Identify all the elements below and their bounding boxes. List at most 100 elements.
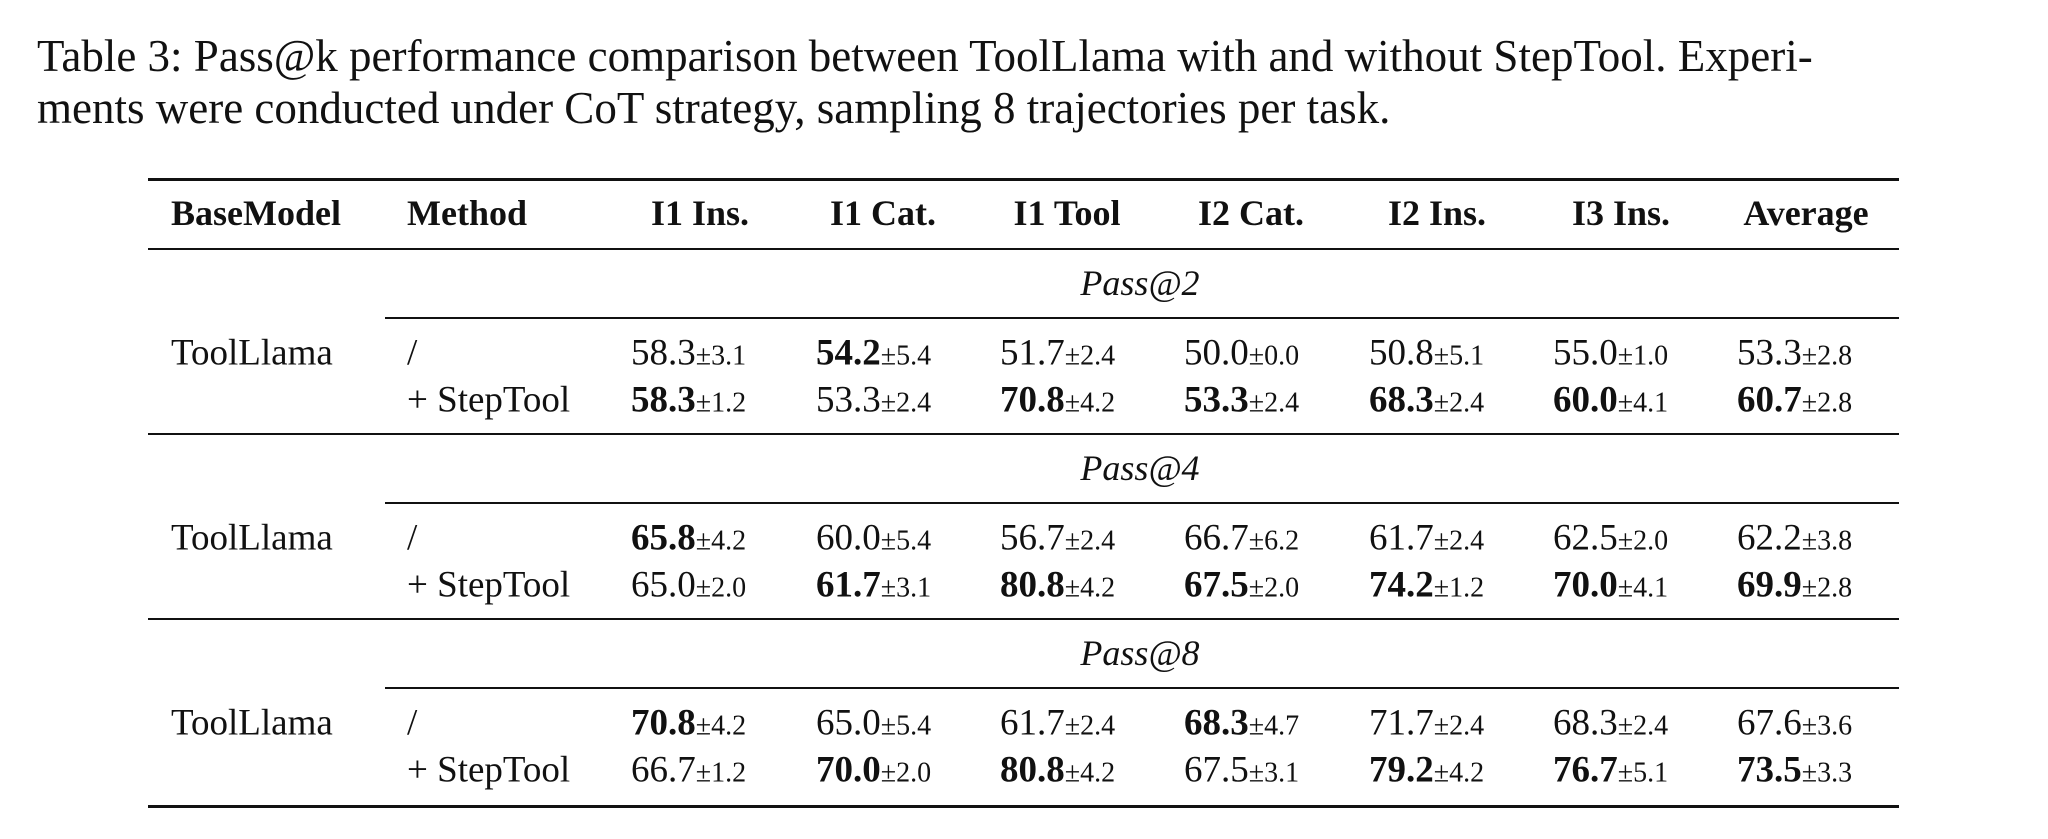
score-value: 50.0 bbox=[1184, 332, 1249, 374]
score-cell: 67.5±3.1 bbox=[1184, 752, 1299, 789]
score-value: 69.9 bbox=[1737, 564, 1802, 606]
score-std: ±3.3 bbox=[1801, 757, 1853, 789]
score-cell: 67.6±3.6 bbox=[1737, 705, 1852, 742]
score-cell: 60.0±4.1 bbox=[1553, 382, 1668, 419]
column-header: I2 Ins. bbox=[1387, 193, 1487, 233]
score-cell: 50.0±0.0 bbox=[1184, 335, 1299, 372]
score-cell: 51.7±2.4 bbox=[1000, 335, 1115, 372]
score-std: ±1.0 bbox=[1617, 340, 1669, 372]
score-value: 61.7 bbox=[1000, 702, 1065, 744]
score-value: 65.8 bbox=[631, 517, 696, 559]
score-std: ±4.2 bbox=[1064, 757, 1116, 789]
score-std: ±2.4 bbox=[880, 387, 932, 419]
section-title: Pass@2 bbox=[1080, 263, 1200, 303]
score-std: ±1.2 bbox=[695, 387, 747, 419]
score-cell: 61.7±2.4 bbox=[1000, 705, 1115, 742]
score-value: 60.7 bbox=[1737, 379, 1802, 421]
score-cell: 68.3±2.4 bbox=[1369, 382, 1484, 419]
score-value: 68.3 bbox=[1184, 702, 1249, 744]
score-cell: 70.0±2.0 bbox=[816, 752, 931, 789]
score-value: 53.3 bbox=[1737, 332, 1802, 374]
score-cell: 61.7±3.1 bbox=[816, 567, 931, 604]
score-std: ±4.2 bbox=[1064, 387, 1116, 419]
score-std: ±3.6 bbox=[1801, 710, 1853, 742]
table-rule bbox=[385, 687, 1899, 689]
score-cell: 65.0±2.0 bbox=[631, 567, 746, 604]
base-model: ToolLlama bbox=[171, 702, 333, 744]
score-std: ±5.4 bbox=[880, 710, 932, 742]
score-std: ±4.1 bbox=[1617, 387, 1669, 419]
score-value: 58.3 bbox=[631, 332, 696, 374]
score-value: 65.0 bbox=[631, 564, 696, 606]
column-header: I1 Cat. bbox=[830, 193, 936, 233]
method: / bbox=[407, 332, 418, 374]
caption-line: Table 3: Pass@k performance comparison b… bbox=[37, 31, 1813, 81]
score-cell: 65.0±5.4 bbox=[816, 705, 931, 742]
score-cell: 71.7±2.4 bbox=[1369, 705, 1484, 742]
score-value: 54.2 bbox=[816, 332, 881, 374]
score-std: ±3.8 bbox=[1801, 525, 1853, 557]
score-cell: 69.9±2.8 bbox=[1737, 567, 1852, 604]
score-cell: 76.7±5.1 bbox=[1553, 752, 1668, 789]
score-value: 80.8 bbox=[1000, 749, 1065, 791]
score-std: ±4.2 bbox=[1433, 757, 1485, 789]
table-rule bbox=[148, 433, 1899, 435]
score-value: 50.8 bbox=[1369, 332, 1434, 374]
score-value: 66.7 bbox=[1184, 517, 1249, 559]
score-value: 74.2 bbox=[1369, 564, 1434, 606]
column-header: I3 Ins. bbox=[1571, 193, 1671, 233]
score-cell: 79.2±4.2 bbox=[1369, 752, 1484, 789]
score-cell: 67.5±2.0 bbox=[1184, 567, 1299, 604]
score-value: 67.5 bbox=[1184, 564, 1249, 606]
score-cell: 73.5±3.3 bbox=[1737, 752, 1852, 789]
score-std: ±6.2 bbox=[1248, 525, 1300, 557]
score-value: 66.7 bbox=[631, 749, 696, 791]
score-value: 68.3 bbox=[1369, 379, 1434, 421]
score-cell: 55.0±1.0 bbox=[1553, 335, 1668, 372]
caption-line: ments were conducted under CoT strategy,… bbox=[37, 83, 1391, 133]
score-value: 70.8 bbox=[631, 702, 696, 744]
score-value: 58.3 bbox=[631, 379, 696, 421]
column-header: I1 Ins. bbox=[650, 193, 750, 233]
base-model: ToolLlama bbox=[171, 332, 333, 374]
score-std: ±2.4 bbox=[1248, 387, 1300, 419]
score-cell: 54.2±5.4 bbox=[816, 335, 931, 372]
score-std: ±2.4 bbox=[1433, 387, 1485, 419]
score-cell: 68.3±2.4 bbox=[1553, 705, 1668, 742]
table-rule bbox=[148, 805, 1899, 808]
score-std: ±4.1 bbox=[1617, 572, 1669, 604]
score-std: ±2.0 bbox=[880, 757, 932, 789]
score-cell: 58.3±1.2 bbox=[631, 382, 746, 419]
score-cell: 62.2±3.8 bbox=[1737, 520, 1852, 557]
score-cell: 70.0±4.1 bbox=[1553, 567, 1668, 604]
score-std: ±5.1 bbox=[1433, 340, 1485, 372]
score-value: 53.3 bbox=[816, 379, 881, 421]
score-std: ±2.4 bbox=[1064, 525, 1116, 557]
score-value: 61.7 bbox=[816, 564, 881, 606]
score-std: ±2.4 bbox=[1064, 710, 1116, 742]
score-cell: 60.7±2.8 bbox=[1737, 382, 1852, 419]
score-std: ±2.0 bbox=[695, 572, 747, 604]
column-header: I2 Cat. bbox=[1198, 193, 1304, 233]
score-cell: 60.0±5.4 bbox=[816, 520, 931, 557]
score-cell: 70.8±4.2 bbox=[1000, 382, 1115, 419]
score-std: ±5.4 bbox=[880, 340, 932, 372]
score-value: 67.5 bbox=[1184, 749, 1249, 791]
score-std: ±3.1 bbox=[1248, 757, 1300, 789]
score-value: 79.2 bbox=[1369, 749, 1434, 791]
score-cell: 68.3±4.7 bbox=[1184, 705, 1299, 742]
score-std: ±2.8 bbox=[1801, 340, 1853, 372]
score-value: 60.0 bbox=[816, 517, 881, 559]
score-std: ±2.0 bbox=[1617, 525, 1669, 557]
score-std: ±1.2 bbox=[1433, 572, 1485, 604]
table-rule bbox=[148, 618, 1899, 620]
column-header: BaseModel bbox=[171, 193, 341, 233]
score-std: ±0.0 bbox=[1248, 340, 1300, 372]
score-value: 80.8 bbox=[1000, 564, 1065, 606]
score-value: 62.2 bbox=[1737, 517, 1802, 559]
score-value: 65.0 bbox=[816, 702, 881, 744]
score-value: 61.7 bbox=[1369, 517, 1434, 559]
score-std: ±2.4 bbox=[1064, 340, 1116, 372]
method: / bbox=[407, 702, 418, 744]
